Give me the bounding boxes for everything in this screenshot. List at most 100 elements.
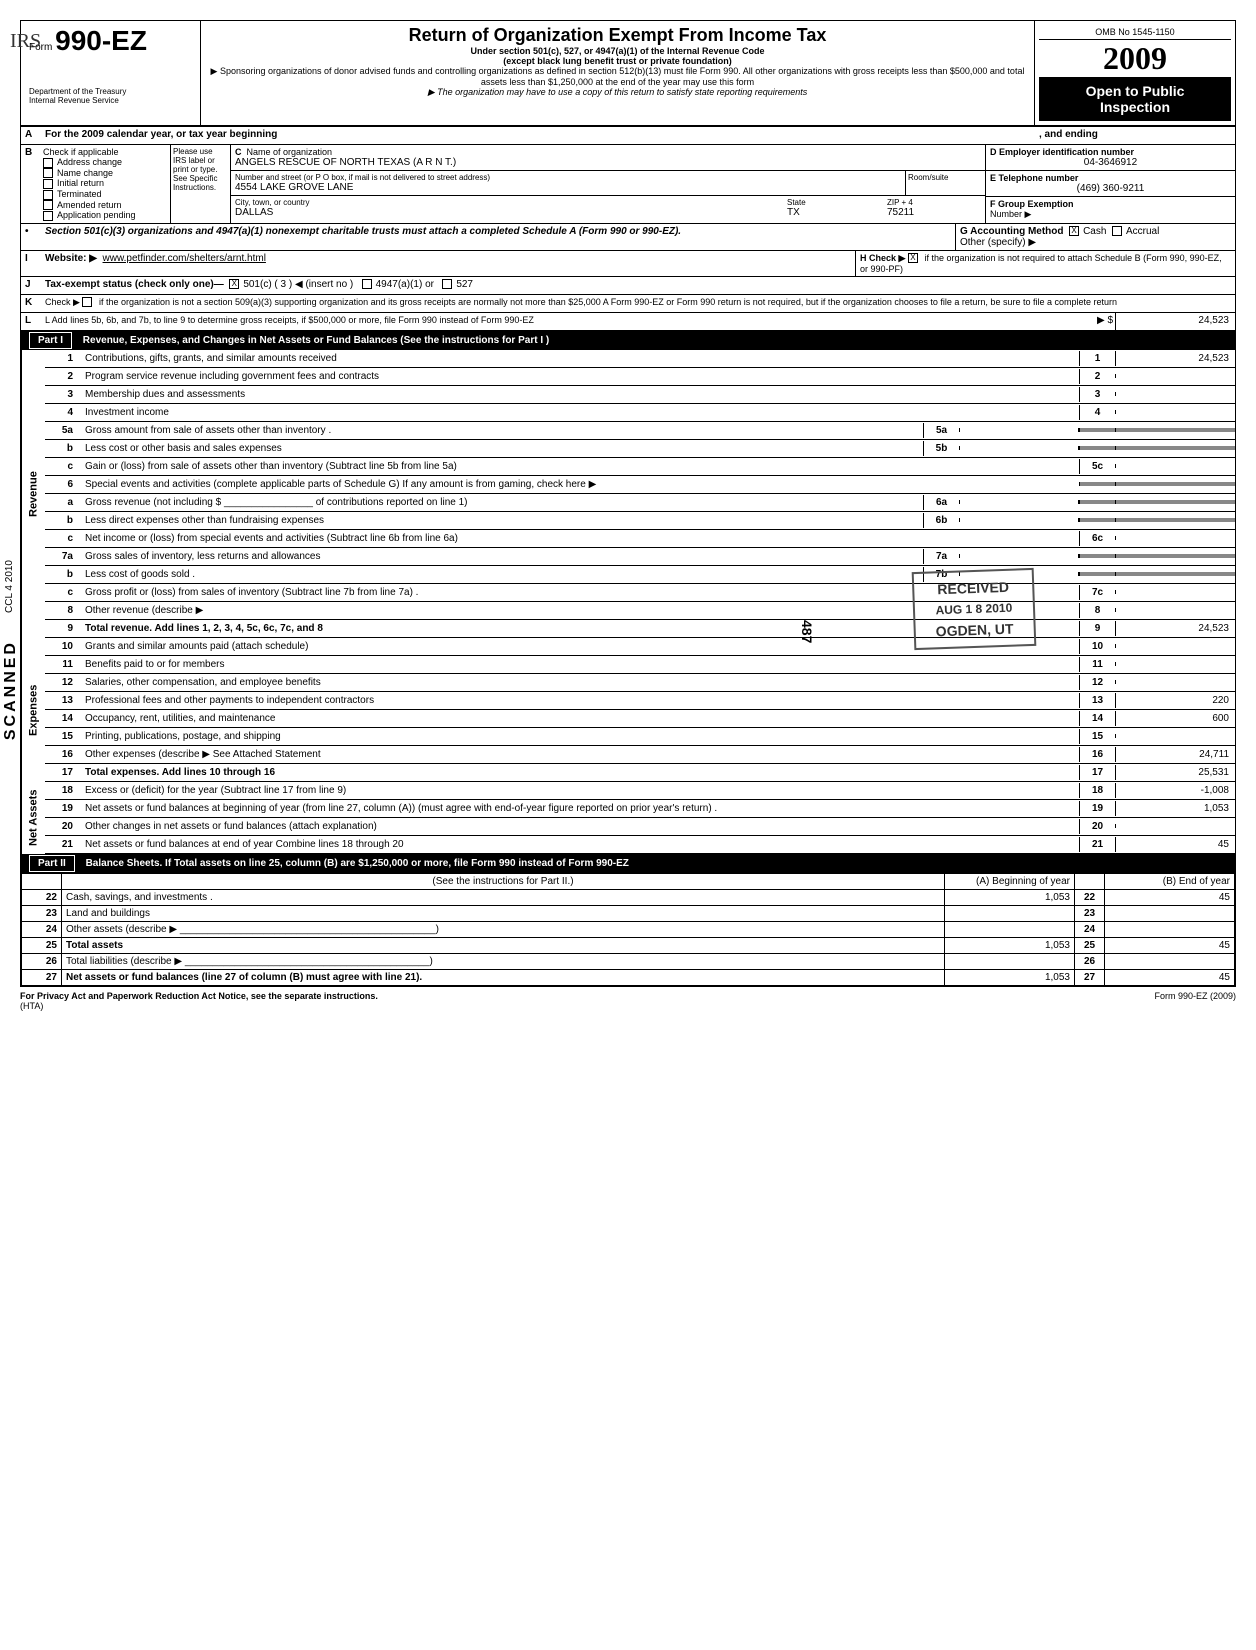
balance-a-27: 1,053 [945,969,1075,985]
e-label: E Telephone number [990,173,1078,183]
state-label: State [787,198,883,207]
balance-b-25: 45 [1105,937,1235,953]
part2-title: Balance Sheets. If Total assets on line … [86,858,629,869]
h-checkbox[interactable]: X [908,253,918,263]
line-c-label: Gain or (loss) from sale of assets other… [81,459,1079,474]
line-7a: 7aGross sales of inventory, less returns… [45,548,1235,566]
line-c-value [1115,464,1235,468]
balance-b-23 [1105,905,1235,921]
line-14-value: 600 [1115,711,1235,726]
j-4947-checkbox[interactable] [362,279,372,289]
ein: 04-3646912 [990,157,1231,168]
check-name-change[interactable] [43,168,53,178]
check-initial-return[interactable] [43,179,53,189]
line-15: 15Printing, publications, postage, and s… [45,728,1235,746]
cash-checkbox[interactable]: X [1069,226,1079,236]
line-15-value [1115,734,1235,738]
g-label: G Accounting Method [960,226,1064,237]
line-c: cGross profit or (loss) from sales of in… [45,584,1235,602]
l-label: L Add lines 5b, 6b, and 7b, to line 9 to… [41,313,1075,330]
street-address: 4554 LAKE GROVE LANE [235,182,901,193]
j-527: 527 [456,279,473,290]
line-c: cGain or (loss) from sale of assets othe… [45,458,1235,476]
section-l-row: L L Add lines 5b, 6b, and 7b, to line 9 … [21,313,1235,331]
line-8: 8Other revenue (describe ▶8 [45,602,1235,620]
check-address-change[interactable] [43,158,53,168]
line-b: bLess cost of goods sold .7b [45,566,1235,584]
check-if-applicable: Check if applicable [43,147,168,157]
line-3-value [1115,392,1235,396]
line-4: 4Investment income4 [45,404,1235,422]
part1-title: Revenue, Expenses, and Changes in Net As… [83,335,549,346]
line-20-value [1115,824,1235,828]
check-label: Terminated [57,189,102,199]
balance-a-22: 1,053 [945,889,1075,905]
addr-label: Number and street (or P O box, if mail i… [235,173,901,182]
line-17-label: Total expenses. Add lines 10 through 16 [81,765,1079,780]
copy-note: ▶ The organization may have to use a cop… [209,87,1026,98]
check-terminated[interactable] [43,190,53,200]
line-7a-value [1115,554,1235,558]
line-18-value: -1,008 [1115,783,1235,798]
line-2-label: Program service revenue including govern… [81,369,1079,384]
org-name: ANGELS RESCUE OF NORTH TEXAS (A R N T.) [235,157,981,168]
line-12: 12Salaries, other compensation, and empl… [45,674,1235,692]
line-2-value [1115,374,1235,378]
balance-b-24 [1105,921,1235,937]
line-16-label: Other expenses (describe ▶ See Attached … [81,747,1079,762]
line-15-label: Printing, publications, postage, and shi… [81,729,1079,744]
f-label: F Group Exemption [990,199,1074,209]
bullet-501c3: Section 501(c)(3) organizations and 4947… [45,226,681,237]
line-b-value [1115,446,1235,450]
form-subtitle2: (except black lung benefit trust or priv… [209,56,1026,66]
part1-header: Part I Revenue, Expenses, and Changes in… [21,331,1235,350]
col-b-header: (B) End of year [1105,873,1235,889]
part2-instructions: (See the instructions for Part II.) [62,873,945,889]
stamp-number: 487 [799,620,815,643]
line-1: 1Contributions, gifts, grants, and simil… [45,350,1235,368]
accrual-checkbox[interactable] [1112,226,1122,236]
j-501c-checkbox[interactable]: X [229,279,239,289]
line-4-label: Investment income [81,405,1079,420]
line-8-label: Other revenue (describe ▶ [81,603,1079,618]
line-8-value [1115,608,1235,612]
form-title: Return of Organization Exempt From Incom… [209,25,1026,46]
line-a-value [1115,500,1235,504]
j-527-checkbox[interactable] [442,279,452,289]
c-label: Name of organization [247,147,333,157]
balance-a-25: 1,053 [945,937,1075,953]
line-5a: 5aGross amount from sale of assets other… [45,422,1235,440]
line-b: bLess direct expenses other than fundrai… [45,512,1235,530]
scanned-margin: SCANNED [2,640,20,740]
line-4-value [1115,410,1235,414]
line-14: 14Occupancy, rent, utilities, and mainte… [45,710,1235,728]
balance-sheet-table: (See the instructions for Part II.) (A) … [21,873,1235,986]
line-21-label: Net assets or fund balances at end of ye… [81,837,1079,852]
line-11: 11Benefits paid to or for members11 [45,656,1235,674]
open-to-public-badge: Open to Public Inspection [1039,77,1231,121]
check-label: Application pending [57,210,136,220]
line-19-label: Net assets or fund balances at beginning… [81,801,1079,816]
revenue-section: Revenue 1Contributions, gifts, grants, a… [21,350,1235,638]
line-20-label: Other changes in net assets or fund bala… [81,819,1079,834]
website-url: www.petfinder.com/shelters/arnt.html [103,253,266,264]
k-checkbox[interactable] [82,297,92,307]
line-19-value: 1,053 [1115,801,1235,816]
line-6: 6Special events and activities (complete… [45,476,1235,494]
form-footer: For Privacy Act and Paperwork Reduction … [20,987,1236,1015]
h-label: H Check ▶ [860,253,905,263]
form-reference: Form 990-EZ (2009) [1154,991,1236,1011]
check-amended-return[interactable] [43,200,53,210]
phone: (469) 360-9211 [990,183,1231,194]
line-c-value [1115,590,1235,594]
line-11-label: Benefits paid to or for members [81,657,1079,672]
check-application-pending[interactable] [43,211,53,221]
section-a-label: For the 2009 calendar year, or tax year … [45,129,277,140]
line-11-value [1115,662,1235,666]
f-label2: Number ▶ [990,209,1231,220]
balance-label-24: Other assets (describe ▶ _______________… [62,921,945,937]
line-18: 18Excess or (deficit) for the year (Subt… [45,782,1235,800]
line-17-value: 25,531 [1115,765,1235,780]
balance-a-24 [945,921,1075,937]
line-6-label: Special events and activities (complete … [81,477,1079,492]
